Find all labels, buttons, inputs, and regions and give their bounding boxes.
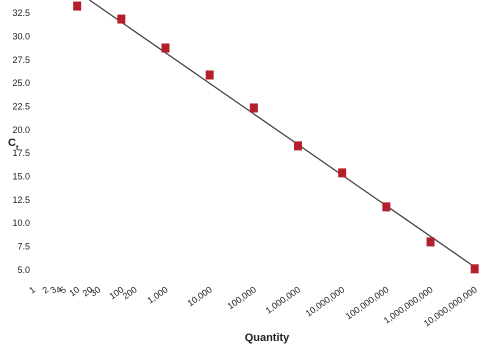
y-axis-label-main: C (8, 137, 16, 149)
point (205, 70, 214, 80)
point (294, 141, 303, 151)
point (426, 237, 435, 247)
x-tick-label: 2 (41, 284, 51, 295)
y-axis-label: Ct (8, 137, 19, 152)
x-tick-label: 10 (67, 284, 81, 298)
y-tick-label: 15.0 (12, 172, 30, 182)
x-tick-label: 4 (54, 284, 64, 295)
x-tick-label: 10,000 (186, 284, 214, 308)
x-axis-label: Quantity (245, 332, 290, 344)
y-tick-label: 32.5 (12, 8, 30, 18)
point (161, 43, 170, 53)
x-tick-label: 3 (48, 284, 58, 295)
point (470, 264, 479, 274)
x-tick-label: 1,000,000 (264, 284, 303, 315)
fit-line (89, 0, 476, 268)
y-tick-label: 27.5 (12, 55, 30, 65)
x-tick-label: 200 (121, 284, 139, 301)
x-tick-label: 1 (27, 284, 37, 295)
x-tick-label: 20 (81, 284, 95, 298)
point (382, 202, 391, 212)
x-tick-label: 1,000 (145, 284, 169, 305)
x-tick-label: 100,000 (226, 284, 258, 311)
x-tick-label: 10,000,000 (304, 284, 347, 318)
y-tick-label: 20.0 (12, 125, 30, 135)
point (338, 168, 347, 178)
y-tick-label: 10.0 (12, 218, 30, 228)
point (117, 14, 126, 24)
point (73, 1, 82, 11)
x-tick-label: 30 (88, 284, 102, 298)
point (249, 103, 258, 113)
y-tick-label: 5.0 (17, 265, 30, 275)
y-axis-label-sub: t (16, 145, 19, 152)
x-tick-label: 5 (58, 284, 68, 295)
y-tick-label: 30.0 (12, 31, 30, 41)
y-tick-label: 25.0 (12, 78, 30, 88)
y-tick-label: 17.5 (12, 148, 30, 158)
y-tick-label: 22.5 (12, 101, 30, 111)
y-tick-label: 7.5 (17, 242, 30, 252)
y-tick-label: 12.5 (12, 195, 30, 205)
